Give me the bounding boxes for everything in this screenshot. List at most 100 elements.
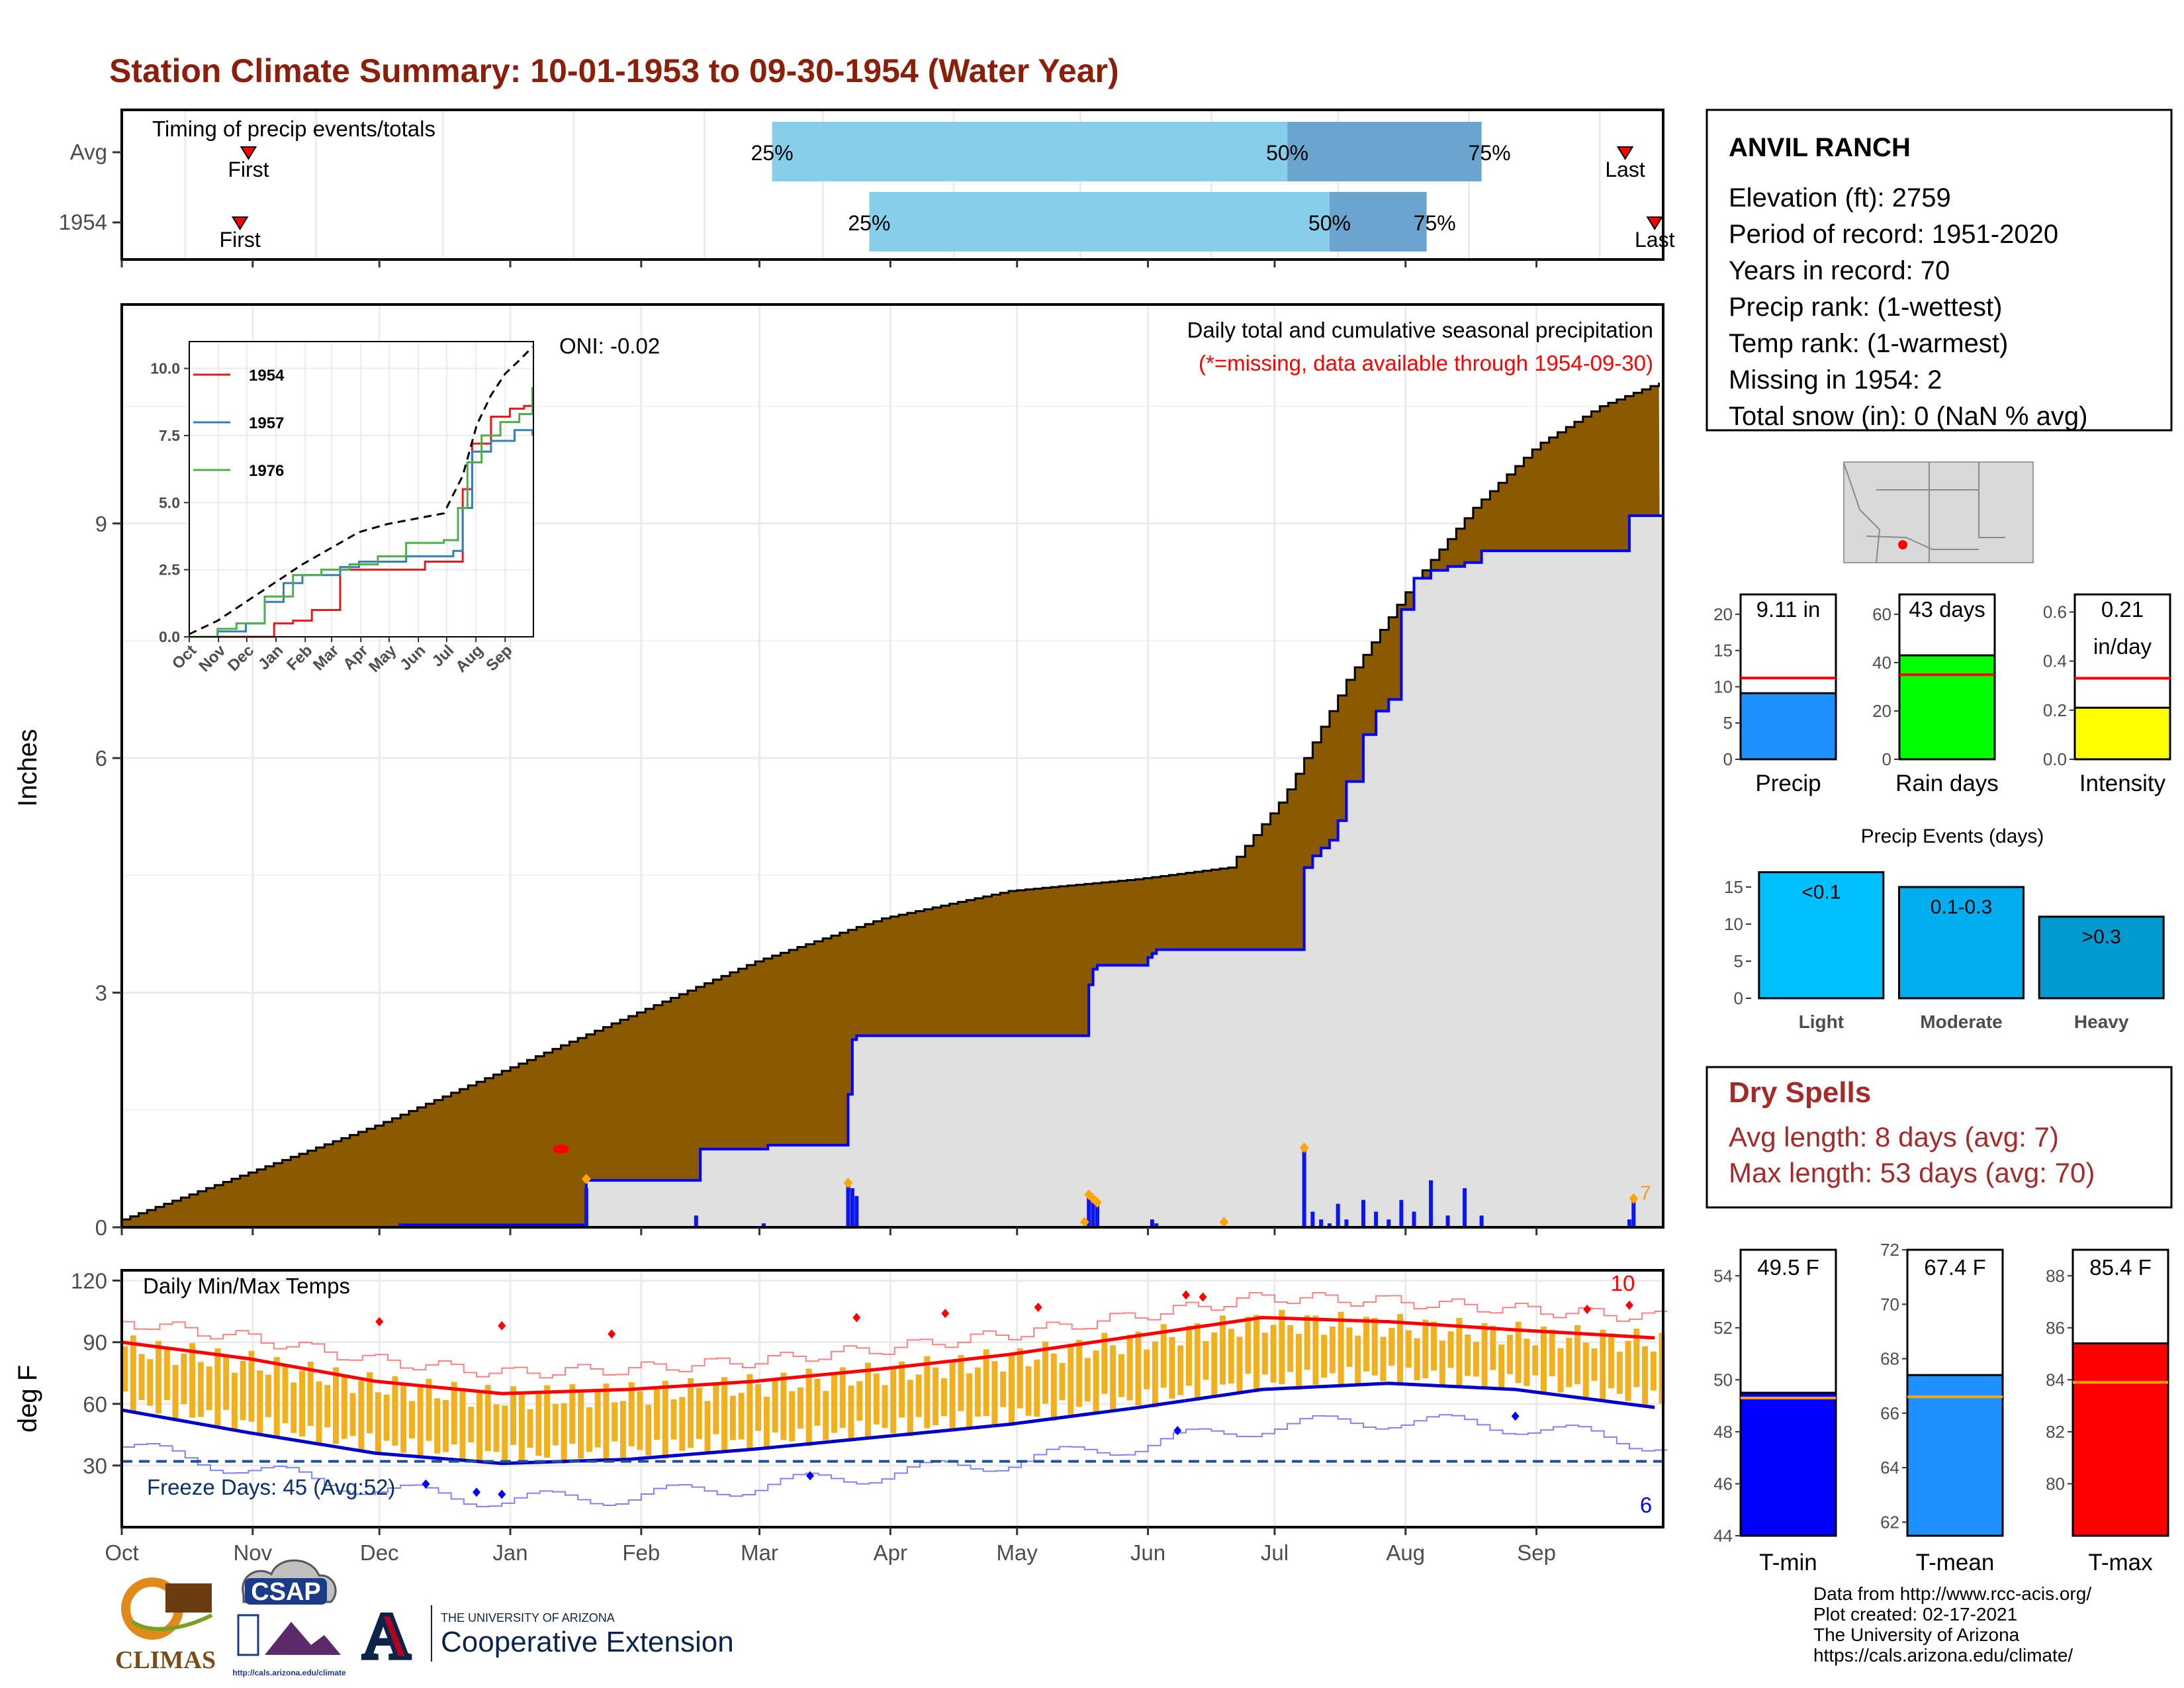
daily-precip-bar <box>1445 1215 1450 1227</box>
temp-summary-bar-t-max <box>2071 1342 2169 1537</box>
daily-temp-bar <box>324 1385 331 1428</box>
daily-temp-bar <box>1481 1323 1488 1387</box>
daily-temp-bar <box>273 1356 280 1438</box>
daily-temp-bar <box>1042 1341 1049 1404</box>
daily-precip-bar <box>1374 1211 1379 1227</box>
temp-summary-ytick-label: 62 <box>1880 1512 1899 1532</box>
station-info-frame <box>1706 109 2173 432</box>
events-ytick-label: 5 <box>1734 951 1743 971</box>
summary-ytick-label: 20 <box>1872 701 1891 721</box>
inset-legend-label: 1954 <box>249 367 285 385</box>
daily-precip-bar <box>1095 1203 1099 1227</box>
daily-temp-bar <box>214 1348 221 1429</box>
daily-precip-bar <box>1627 1219 1631 1227</box>
daily-temp-bar <box>1025 1366 1032 1416</box>
daily-temp-bar <box>1160 1324 1167 1388</box>
daily-temp-bar <box>594 1391 601 1448</box>
timing-marker-label: First <box>220 228 261 252</box>
daily-temp-bar <box>434 1398 441 1454</box>
record-low-marker-icon <box>1511 1411 1520 1421</box>
daily-temp-bar <box>1203 1340 1209 1380</box>
daily-temp-bar <box>1600 1329 1606 1401</box>
summary-bar-intensity <box>2073 706 2171 761</box>
daily-temp-bar <box>502 1405 508 1463</box>
temp-summary-ytick-label: 82 <box>2046 1422 2065 1442</box>
daily-temp-bar <box>865 1362 872 1439</box>
station-info: ANVIL RANCH Elevation (ft): 2759 Period o… <box>1706 109 2173 432</box>
daily-temp-bar <box>400 1384 407 1453</box>
daily-temp-bar <box>974 1367 981 1417</box>
daily-temp-bar <box>839 1367 846 1429</box>
daily-temp-bar <box>1363 1317 1369 1372</box>
event-marker-icon <box>1219 1217 1229 1228</box>
daily-temp-bar <box>1422 1319 1429 1379</box>
timing-p75-label: 75% <box>1469 141 1511 165</box>
daily-temp-bar <box>1608 1333 1615 1389</box>
station-info-line: Precip rank: (1-wettest) <box>1729 293 2002 322</box>
daily-precip-bar <box>1412 1211 1416 1227</box>
summary-ytick-label: 0 <box>1723 749 1733 769</box>
daily-temp-bar <box>1650 1351 1657 1391</box>
daily-temp-bar <box>493 1404 500 1452</box>
daily-temp-bar <box>1625 1340 1631 1401</box>
daily-temp-bar <box>1076 1340 1083 1407</box>
daily-temp-bar <box>831 1373 837 1433</box>
daily-temp-bar <box>206 1366 212 1411</box>
precip-ylabel: Inches <box>13 729 42 807</box>
daily-temp-bar <box>1084 1358 1091 1402</box>
daily-temp-bar <box>1515 1321 1522 1383</box>
record-low-marker-icon <box>472 1487 480 1497</box>
daily-temp-bar <box>1473 1342 1479 1377</box>
inset-ytick-label: 5.0 <box>159 494 180 511</box>
daily-temp-bar <box>1236 1336 1243 1393</box>
climas-logo-text: CLIMAS <box>115 1646 216 1674</box>
daily-temp-bar <box>1540 1326 1547 1395</box>
daily-temp-bar <box>163 1346 170 1400</box>
daily-temp-bar <box>696 1387 702 1439</box>
timing-p75-label: 75% <box>1414 211 1456 235</box>
timing-panel: 25% 50% 75% First Last Avg 25% 50% 75% First Last 1… <box>59 109 1675 267</box>
record-low-marker-icon <box>498 1489 506 1499</box>
record-high-marker-icon <box>375 1317 384 1327</box>
inset-series-line-1976 <box>189 387 534 638</box>
month-xtick-label: Apr <box>874 1540 907 1565</box>
daily-temp-bar <box>940 1378 947 1417</box>
summary-ytick-label: 0 <box>1882 749 1891 769</box>
daily-temp-bar <box>561 1403 567 1464</box>
oni-label: ONI: -0.02 <box>559 334 660 358</box>
timing-marker-icon <box>1646 216 1664 230</box>
daily-temp-bar <box>223 1354 230 1410</box>
precip-events-chart: Precip Events (days) 0 5 10 15 <0.1 Light 0.1-… <box>1724 825 2165 1032</box>
timing-marker-label: First <box>228 158 269 181</box>
daily-precip-bar <box>1344 1219 1349 1227</box>
daily-temp-bar <box>1642 1346 1649 1408</box>
temp-summary-bar-t-mean <box>1906 1374 2004 1537</box>
temp-summary-ytick-label: 54 <box>1713 1266 1733 1286</box>
daily-temp-bar <box>915 1374 922 1417</box>
temp-summary-ytick-label: 86 <box>2046 1318 2065 1338</box>
daily-temp-bar <box>1405 1330 1412 1368</box>
daily-temp-bar <box>603 1383 610 1461</box>
summary-bar-precip-total <box>1739 692 1837 761</box>
events-bar-label: >0.3 <box>2082 926 2121 948</box>
inset-ytick-label: 2.5 <box>159 561 180 579</box>
timing-marker-icon <box>240 146 257 160</box>
temp-summary-ytick-label: 44 <box>1713 1526 1733 1546</box>
state-border-nm-tx <box>1978 462 2005 538</box>
summary-title: Precip <box>1755 771 1821 796</box>
daily-temp-bar <box>240 1360 246 1421</box>
daily-precip-bar <box>850 1188 854 1227</box>
daily-temp-bar <box>1152 1341 1158 1408</box>
avg-max-line <box>121 1315 1655 1395</box>
avg-min-line <box>121 1382 1655 1466</box>
daily-temp-bar <box>1008 1352 1015 1427</box>
daily-temp-bar <box>1169 1336 1175 1399</box>
daily-temp-bar <box>172 1365 179 1421</box>
temp-summary-ytick-label: 84 <box>2046 1370 2065 1389</box>
daily-temp-bar <box>1465 1335 1471 1376</box>
freeze-days-label: Freeze Days: 45 (Avg:52) <box>147 1475 395 1499</box>
daily-temp-bar <box>248 1350 255 1422</box>
daily-temp-bar <box>1295 1334 1302 1390</box>
daily-precip-bar <box>1319 1219 1324 1227</box>
daily-temp-bar <box>1355 1335 1361 1386</box>
